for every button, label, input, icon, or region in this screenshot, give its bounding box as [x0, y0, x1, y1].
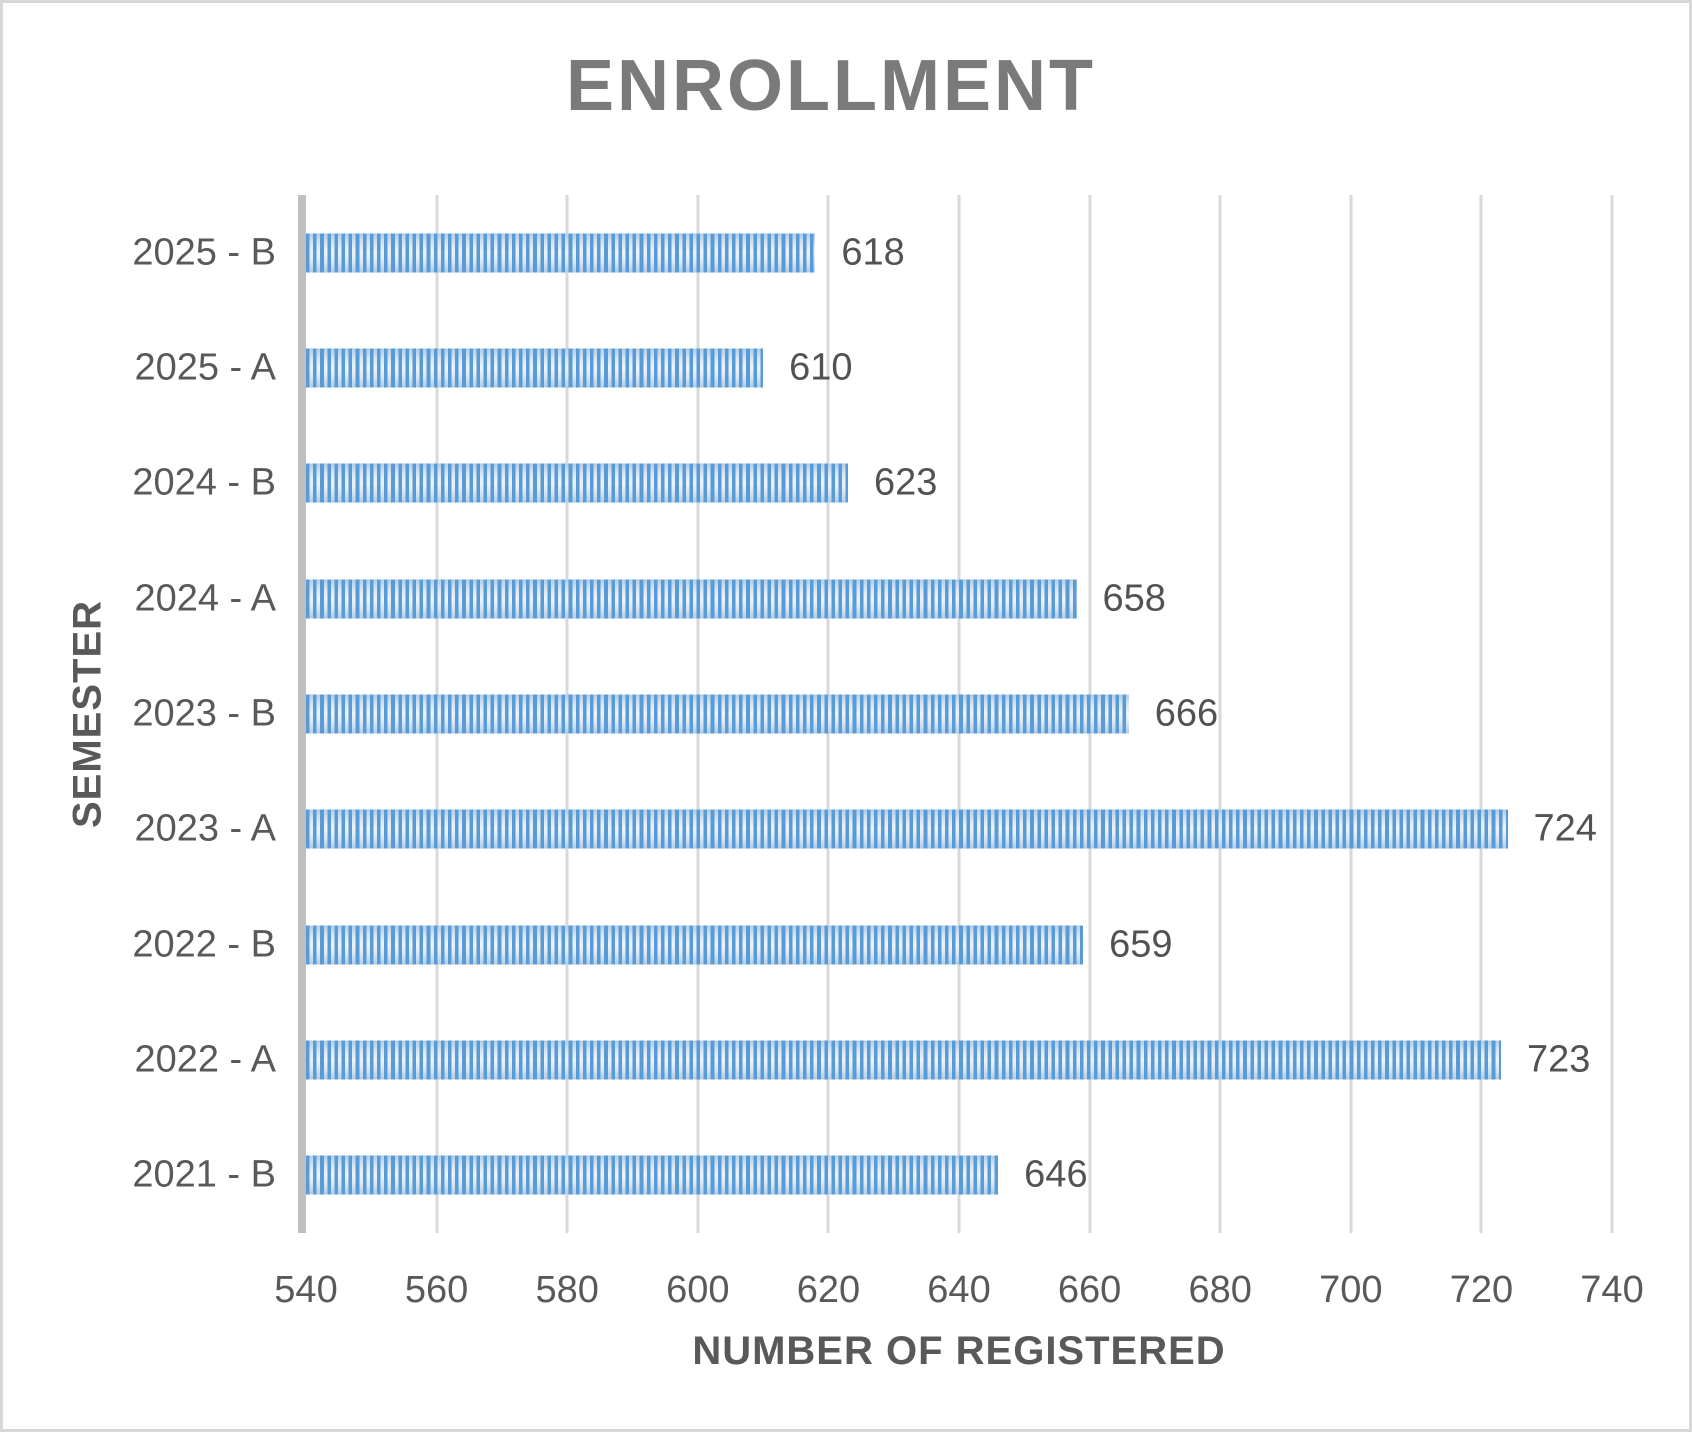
x-tick-label: 680 — [1188, 1269, 1252, 1311]
x-tick-label: 700 — [1319, 1269, 1383, 1311]
bar-2024-a — [306, 579, 1077, 619]
category-label: 2022 - A — [134, 1038, 276, 1081]
bar-2021-b — [306, 1155, 999, 1195]
value-label: 646 — [1024, 1153, 1088, 1196]
value-label: 618 — [841, 231, 905, 274]
bar-2025-a — [306, 348, 764, 388]
category-label: 2025 - B — [132, 231, 276, 274]
chart-row: 2024 - B 623 — [132, 426, 1612, 541]
x-tick-label: 580 — [535, 1269, 599, 1311]
chart-row: 2021 - B 646 — [132, 1118, 1612, 1233]
x-tick-label: 740 — [1580, 1269, 1644, 1311]
value-label: 658 — [1102, 577, 1166, 620]
x-axis-title: NUMBER OF REGISTERED — [692, 1329, 1226, 1373]
chart-row: 2022 - A 723 — [134, 1002, 1612, 1117]
plot-area: 2025 - B 618 2025 - A 610 2024 - B 623 2024 - … — [132, 195, 1644, 1373]
gridline — [1479, 195, 1483, 1233]
gridline — [1218, 195, 1222, 1233]
x-tick-label: 560 — [404, 1269, 469, 1311]
value-label: 723 — [1526, 1038, 1591, 1081]
chart-row: 2024 - A 658 — [134, 541, 1612, 656]
value-label: 610 — [789, 346, 853, 389]
x-tick-label: 620 — [796, 1269, 861, 1311]
category-label: 2023 - A — [134, 807, 276, 850]
bar-2023-b — [306, 694, 1129, 734]
bar-2023-a — [306, 809, 1508, 849]
value-label: 666 — [1154, 692, 1219, 735]
bar-2022-a — [306, 1040, 1501, 1080]
y-axis-line — [298, 195, 306, 1233]
bar-2022-b — [306, 925, 1084, 965]
chart-row: 2023 - A 724 — [134, 772, 1612, 887]
chart-row: 2025 - A 610 — [134, 310, 1612, 425]
bar-2025-b — [306, 233, 816, 273]
value-label: 623 — [873, 461, 938, 504]
bar-2024-b — [306, 463, 848, 503]
chart-title: ENROLLMENT — [566, 46, 1096, 126]
gridline — [1349, 195, 1353, 1233]
gridline — [1610, 195, 1614, 1233]
x-tick-label: 640 — [927, 1269, 991, 1311]
category-label: 2024 - B — [132, 461, 276, 504]
category-label: 2023 - B — [132, 692, 276, 735]
chart-row: 2022 - B 659 — [132, 887, 1612, 1002]
category-label: 2025 - A — [134, 346, 276, 389]
category-label: 2021 - B — [132, 1153, 276, 1196]
chart-row: 2025 - B 618 — [132, 195, 1612, 310]
x-tick-label: 600 — [666, 1269, 730, 1311]
value-label: 659 — [1109, 923, 1173, 966]
category-label: 2024 - A — [134, 577, 276, 620]
value-label: 724 — [1533, 807, 1597, 850]
chart-row: 2023 - B 666 — [132, 656, 1612, 771]
x-tick-label: 540 — [274, 1269, 338, 1311]
y-axis-title: SEMESTER — [65, 599, 110, 829]
x-tick-label: 660 — [1057, 1269, 1122, 1311]
x-tick-label: 720 — [1449, 1269, 1514, 1311]
category-label: 2022 - B — [132, 923, 276, 966]
